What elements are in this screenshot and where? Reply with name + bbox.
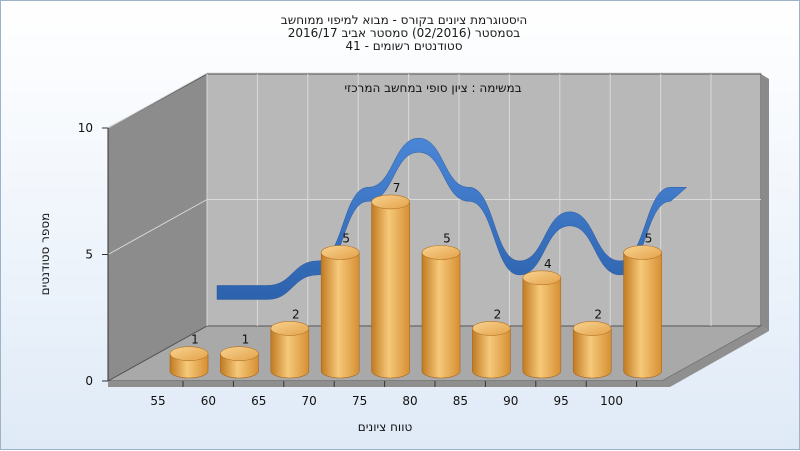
y-axis-label: מספר סטודנטים	[38, 213, 52, 296]
bar	[220, 346, 259, 379]
bar	[522, 270, 562, 379]
bar-top	[522, 270, 562, 286]
x-tick-label: 100	[600, 394, 623, 408]
bar	[169, 346, 209, 379]
x-axis-label: טווח ציונים	[358, 420, 413, 434]
bar-top	[270, 321, 310, 336]
y-tick-label: 10	[78, 121, 93, 135]
chart-title-line-1: היסטוגרמת ציונים בקורס - מבוא למיפוי ממו…	[281, 13, 527, 27]
bar	[623, 245, 662, 379]
data-label: 2	[494, 307, 502, 321]
bar-top	[572, 321, 612, 336]
bar	[572, 321, 612, 379]
bar	[270, 321, 310, 379]
y-ticks-group: 0 5 10	[78, 121, 108, 388]
x-tick-label: 75	[352, 394, 367, 408]
data-label: 1	[242, 333, 250, 347]
data-label: 2	[292, 307, 300, 321]
y-tick-label: 5	[85, 248, 93, 262]
x-tick-label: 55	[150, 394, 165, 408]
data-label: 5	[443, 232, 451, 246]
bar-body	[371, 201, 410, 379]
x-tick-label: 80	[402, 394, 417, 408]
back-wall-shadow	[761, 74, 769, 331]
data-label: 5	[645, 232, 653, 246]
bar-top	[623, 245, 662, 260]
y-tick-label: 0	[85, 374, 93, 388]
bar	[320, 245, 360, 379]
grid-line-side	[107, 72, 208, 129]
data-label: 1	[191, 333, 199, 347]
data-label: 7	[393, 181, 401, 195]
x-tick-label: 70	[302, 394, 317, 408]
bar-top	[472, 321, 511, 336]
chart-title-line-3: סטודנטים רשומים - 41	[345, 39, 462, 53]
chart-subtitle: במשימה : ציון סופי במחשב המרכזי	[344, 81, 521, 95]
x-tick-label: 95	[554, 394, 569, 408]
data-label: 2	[594, 307, 602, 321]
bar	[472, 321, 511, 379]
bars-group	[169, 194, 662, 379]
bar-top	[220, 346, 259, 362]
bar-body	[472, 328, 511, 379]
bar-body	[421, 252, 461, 379]
bar-body	[320, 252, 360, 379]
bar-body	[270, 328, 310, 379]
bar-top	[371, 194, 410, 210]
bar-top	[320, 245, 360, 260]
data-label: 5	[342, 232, 350, 246]
bar-body	[522, 277, 562, 379]
x-tick-label: 60	[201, 394, 216, 408]
bar-body	[572, 328, 612, 379]
chart-title-line-2: בסמסטר (02/2016) סמסטר אביב 2016/17	[288, 26, 520, 40]
grid-line-side	[107, 199, 208, 255]
x-tick-label: 90	[503, 394, 518, 408]
bar	[421, 245, 461, 379]
bar-body	[623, 252, 662, 379]
x-ticks-group: 55 60 65 70 75 80 85 90 95 100	[150, 381, 638, 408]
bar-top	[421, 245, 461, 260]
data-labels-group: 1 1 2 5 7 5 2 4 2 5	[191, 181, 652, 347]
bar	[371, 194, 410, 379]
x-tick-label: 65	[251, 394, 266, 408]
data-label: 4	[544, 257, 552, 271]
bar-top	[169, 346, 209, 362]
x-tick-label: 85	[453, 394, 468, 408]
